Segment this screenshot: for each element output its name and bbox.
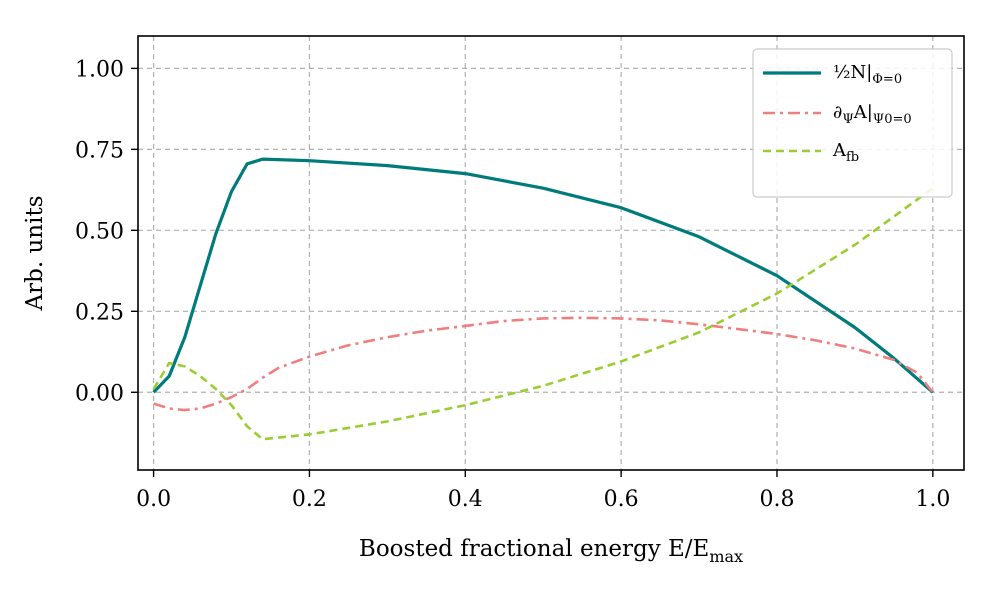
series-layer [152,157,934,441]
x-axis-title-sub: max [709,547,743,566]
legend-label-derivative: ∂ΨA|Ψ0=0 [833,102,912,127]
legend-label-afb: Afb [832,140,859,165]
legend-label-derivative-main: ∂ [833,102,842,123]
y-axis-title: Arb. units [22,196,48,312]
legend-label-norm-main: ½N| [833,62,872,83]
legend-label-norm-sub: Φ=0 [872,72,902,87]
legend-label-afb-main: A [832,140,847,161]
x-tick-label: 0.6 [604,487,639,512]
series-afb-line [152,187,934,441]
x-tick-label: 1.0 [915,487,950,512]
series-derivative-line [153,316,934,412]
y-tick-label: 0.50 [75,219,124,244]
legend-label-derivative-mid: A| [853,102,873,123]
x-tick-label: 0.8 [759,487,794,512]
legend-box [752,48,953,198]
ticks [131,67,934,477]
y-tick-label: 0.00 [75,381,124,406]
y-tick-label: 1.00 [75,57,124,82]
legend-label-afb-sub: fb [846,150,859,165]
x-axis-title-main: Boosted fractional energy E/E [359,536,709,562]
x-tick-label: 0.0 [136,487,171,512]
tick-labels: 0.0 0.2 0.4 0.6 0.8 1.0 0.00 0.25 0.50 0.75 1.00 [75,57,950,512]
legend-label-derivative-sub: Ψ0=0 [873,112,912,127]
plot-frame [137,35,965,471]
legend-label-derivative-sub1: Ψ [842,112,853,127]
x-tick-label: 0.4 [448,487,483,512]
x-axis-title: Boosted fractional energy E/Emax [359,536,743,566]
legend: ½N|Φ=0 ∂ΨA|Ψ0=0 Afb [752,48,953,198]
x-tick-label: 0.2 [292,487,327,512]
legend-label-norm: ½N|Φ=0 [833,62,902,87]
y-tick-label: 0.75 [75,138,124,163]
y-tick-label: 0.25 [75,300,124,325]
